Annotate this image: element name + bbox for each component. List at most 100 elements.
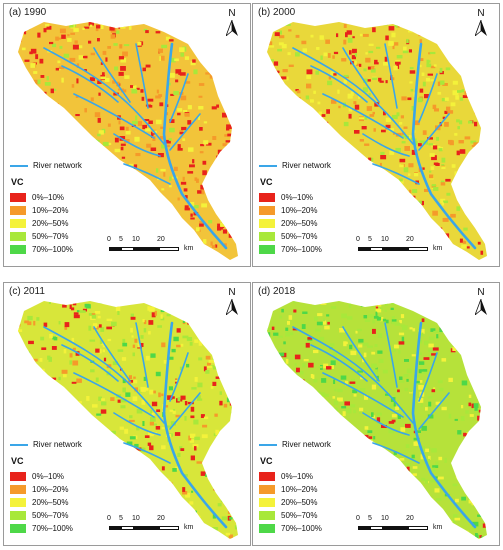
vegetation-coverage-map	[18, 22, 238, 260]
panel-2011: (c) 2011 N River network VC 0%–10% 10%–20% 2…	[3, 282, 251, 546]
legend-class-entry: 70%–100%	[10, 524, 73, 534]
panel-title: (b) 2000	[258, 7, 296, 18]
tributary	[113, 133, 161, 157]
tributary	[113, 412, 161, 436]
legend-class-entry: 20%–50%	[10, 498, 68, 508]
legend-class-entry: 50%–70%	[259, 232, 317, 242]
scale-unit: km	[184, 245, 194, 252]
legend-swatch	[10, 485, 26, 495]
scale-tick-label: 20	[157, 515, 165, 522]
legend-swatch	[259, 498, 275, 508]
legend-class-entry: 10%–20%	[259, 206, 317, 216]
legend-swatch	[259, 245, 275, 255]
legend-class-label: 70%–100%	[32, 245, 73, 254]
legend-vc-title: VC	[260, 456, 273, 466]
legend-river-entry: River network	[259, 161, 331, 170]
legend-swatch	[10, 498, 26, 508]
legend-swatch	[259, 524, 275, 534]
legend-vc-title: VC	[11, 177, 24, 187]
river-network-label: River network	[33, 440, 82, 449]
scale-unit: km	[433, 245, 443, 252]
legend-swatch	[259, 472, 275, 482]
river-network	[292, 321, 477, 529]
river-network	[43, 42, 228, 250]
legend-swatch	[10, 472, 26, 482]
legend-swatch	[10, 206, 26, 216]
legend-class-label: 0%–10%	[32, 472, 65, 481]
north-arrow-icon: N	[473, 287, 489, 315]
tributary	[292, 326, 414, 424]
scale-unit: km	[184, 524, 194, 531]
legend-swatch	[10, 193, 26, 203]
tributary	[61, 65, 119, 103]
scale-tick-label: 5	[368, 515, 372, 522]
tributary	[342, 47, 380, 103]
tributary	[418, 113, 450, 151]
legend-swatch	[10, 511, 26, 521]
legend-class-entry: 0%–10%	[10, 193, 64, 203]
scale-bar: 0 5 10 20 km	[356, 515, 470, 539]
legend-class-label: 20%–50%	[32, 219, 69, 228]
tributary	[135, 43, 149, 109]
scale-tick-label: 20	[406, 236, 414, 243]
legend-swatch	[259, 232, 275, 242]
legend-vc-title: VC	[11, 456, 24, 466]
panel-2018: (d) 2018 N River network VC 0%–10% 10%–20% 2…	[252, 282, 500, 546]
scale-tick-label: 5	[368, 236, 372, 243]
tributary	[73, 93, 155, 139]
tributary	[135, 322, 149, 388]
tributary	[362, 133, 410, 157]
legend-class-entry: 10%–20%	[10, 206, 68, 216]
scale-segment	[121, 247, 134, 251]
tributary	[43, 47, 165, 145]
scale-segment	[370, 526, 383, 530]
scale-bar: 0 5 10 20 km	[107, 515, 221, 539]
vegetation-coverage-map	[267, 22, 487, 260]
main-river	[411, 321, 477, 529]
tributary	[310, 344, 368, 382]
river-network-label: River network	[282, 161, 331, 170]
legend-class-entry: 20%–50%	[259, 219, 317, 229]
scale-bar: 0 5 10 20 km	[356, 236, 470, 260]
tributary	[384, 322, 398, 388]
legend-class-label: 20%–50%	[281, 498, 318, 507]
river-network-label: River network	[33, 161, 82, 170]
panel-2000: (b) 2000 N River network VC 0%–10% 10%–20% 2…	[252, 3, 500, 267]
legend-vc-title: VC	[260, 177, 273, 187]
legend-class-label: 20%–50%	[281, 219, 318, 228]
legend-class-label: 10%–20%	[32, 206, 69, 215]
scale-tick-label: 20	[406, 515, 414, 522]
legend-class-entry: 50%–70%	[10, 511, 68, 521]
scale-segment	[370, 247, 383, 251]
tributary	[418, 352, 438, 402]
legend-class-entry: 50%–70%	[10, 232, 68, 242]
legend-class-label: 70%–100%	[32, 524, 73, 533]
panel-1990: (a) 1990 N River network VC 0%–10% 10%–20% 2…	[3, 3, 251, 267]
legend-swatch	[10, 232, 26, 242]
tributary	[418, 392, 450, 430]
legend-class-entry: 0%–10%	[259, 472, 313, 482]
legend-class-entry: 0%–10%	[259, 193, 313, 203]
legend-class-label: 10%–20%	[281, 206, 318, 215]
tributary	[169, 352, 189, 402]
scale-tick-label: 10	[132, 236, 140, 243]
tributary	[384, 43, 398, 109]
north-arrow-icon: N	[473, 8, 489, 36]
legend-river-entry: River network	[10, 440, 82, 449]
legend-class-label: 50%–70%	[32, 232, 69, 241]
scale-tick-label: 0	[356, 515, 360, 522]
legend-swatch	[10, 524, 26, 534]
legend-class-label: 10%–20%	[281, 485, 318, 494]
legend-class-label: 50%–70%	[32, 511, 69, 520]
scale-segment	[121, 526, 134, 530]
river-network	[43, 321, 228, 529]
tributary	[372, 163, 420, 185]
legend-class-label: 20%–50%	[32, 498, 69, 507]
tributary	[123, 442, 171, 464]
legend-class-label: 70%–100%	[281, 245, 322, 254]
scale-segment	[383, 526, 408, 530]
legend-river-entry: River network	[10, 161, 82, 170]
legend-swatch	[259, 485, 275, 495]
river-network-label: River network	[282, 440, 331, 449]
north-arrow-icon: N	[224, 287, 240, 315]
